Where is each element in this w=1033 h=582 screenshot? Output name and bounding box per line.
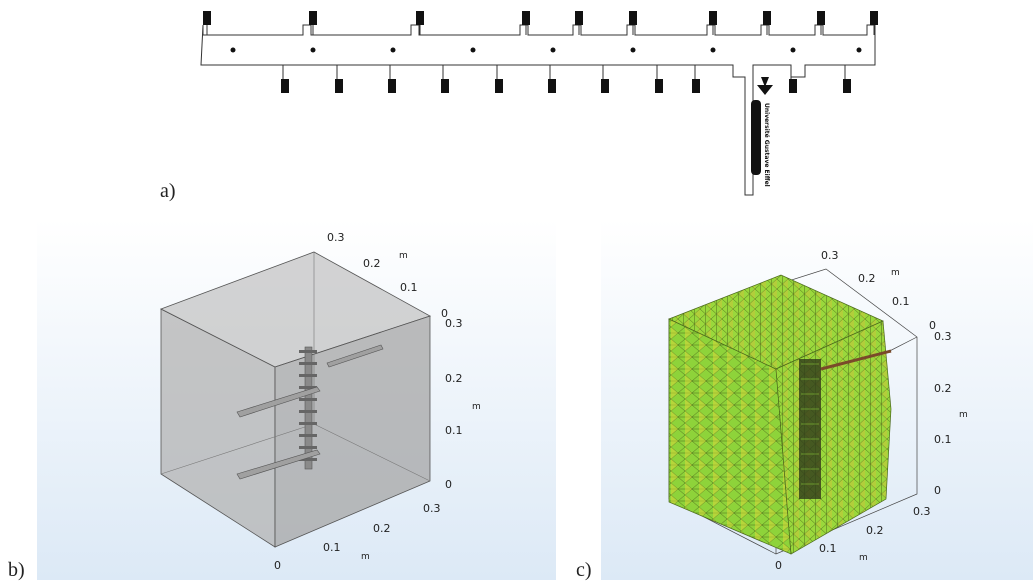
b-right-unit: m: [472, 402, 481, 412]
electrode-bar: [304, 346, 313, 470]
rod-upper: [236, 386, 321, 418]
mesh-view: 0.3 0.2 0.1 0 m 0.3 0.2 0.1 0 m 0.3 0.2 …: [601, 219, 1033, 580]
logo-text: Université Gustave Eiffel: [763, 103, 770, 187]
b-bottom-tick-1: 0.2: [373, 522, 391, 535]
c-bottom-tick-3: 0: [775, 559, 782, 572]
mesh-electrode-region: [799, 359, 821, 499]
c-right-tick-0: 0.3: [934, 330, 952, 343]
c-right-tick-3: 0: [934, 484, 941, 497]
c-bottom-tick-1: 0.2: [866, 524, 884, 537]
b-right-tick-2: 0.1: [445, 424, 463, 437]
rod-top: [326, 344, 384, 368]
b-bottom-tick-0: 0.3: [423, 502, 441, 515]
c-right-tick-2: 0.1: [934, 433, 952, 446]
bottom-pads: [281, 79, 851, 93]
rod-lower: [236, 449, 321, 480]
label-a: a): [160, 180, 176, 202]
tail-connector: [751, 100, 761, 175]
b-bottom-unit: m: [361, 552, 370, 562]
c-top-tick-3: 0: [929, 319, 936, 332]
c-top-tick-1: 0.2: [858, 272, 876, 285]
b-bottom-tick-3: 0: [274, 559, 281, 572]
electrode-pins: [299, 350, 317, 461]
b-bottom-tick-2: 0.1: [323, 541, 341, 554]
label-c: c): [576, 559, 592, 581]
c-bottom-unit: m: [859, 553, 868, 563]
b-top-tick-0: 0.3: [327, 231, 345, 244]
pcb-drawing: Université Gustave Eiffel: [200, 11, 878, 196]
c-top-tick-2: 0.1: [892, 295, 910, 308]
label-b: b): [8, 559, 25, 581]
pcb-outline: [200, 24, 876, 196]
c-bottom-tick-2: 0.1: [819, 542, 837, 555]
university-logo: Université Gustave Eiffel: [757, 77, 773, 187]
electrode-dots: [230, 47, 862, 53]
b-top-tick-3: 0: [441, 307, 448, 320]
top-pads: [203, 11, 878, 25]
c-bottom-tick-0: 0.3: [913, 505, 931, 518]
geometry-view: 0.3 0.2 0.1 0 m 0.3 0.2 0.1 0 m 0.3 0.2 …: [37, 219, 556, 580]
b-top-tick-1: 0.2: [363, 257, 381, 270]
b-top-unit: m: [399, 251, 408, 261]
c-right-tick-1: 0.2: [934, 382, 952, 395]
b-right-tick-3: 0: [445, 478, 452, 491]
b-top-tick-2: 0.1: [400, 281, 418, 294]
b-right-tick-1: 0.2: [445, 372, 463, 385]
b-right-tick-0: 0.3: [445, 317, 463, 330]
c-right-unit: m: [959, 410, 968, 420]
c-top-unit: m: [891, 268, 900, 278]
pcb-bottom-lanes: [282, 65, 846, 79]
c-top-tick-0: 0.3: [821, 249, 839, 262]
